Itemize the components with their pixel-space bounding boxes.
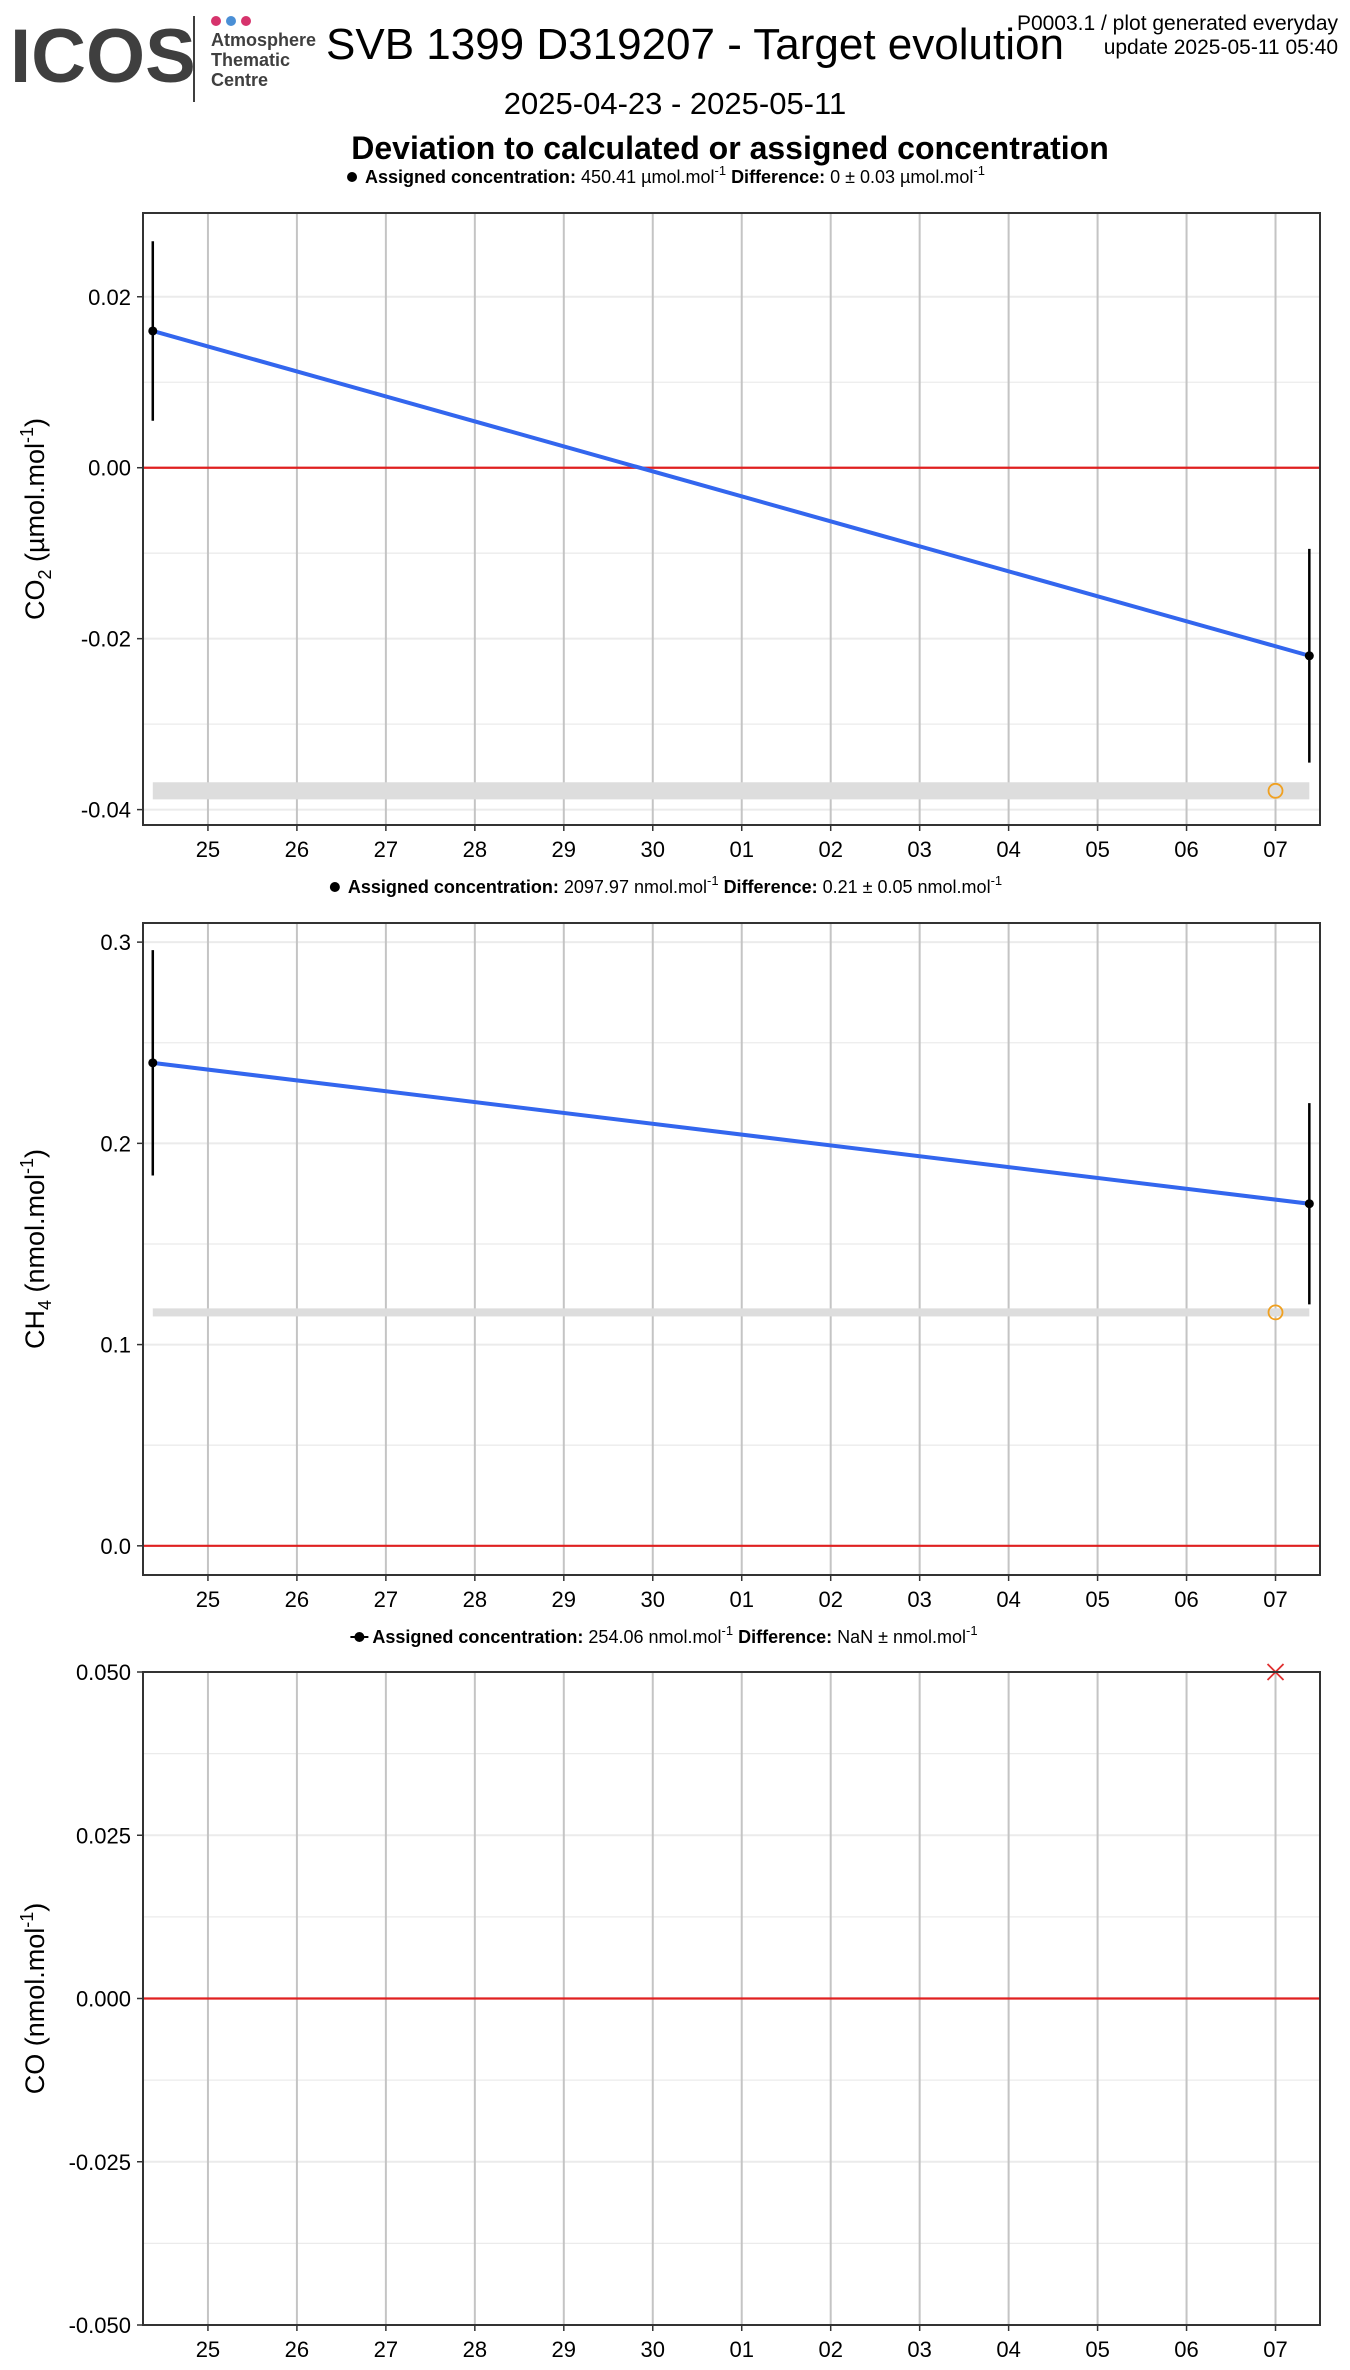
y-tick-label: 0.2	[100, 1131, 131, 1156]
icos-brand-text: ICOS	[10, 14, 196, 99]
reference-marker	[1267, 782, 1284, 799]
x-tick-label: 06	[1174, 1587, 1198, 1612]
legend-co: Assigned concentration: 254.06 nmol.mol-…	[372, 1623, 977, 1647]
uncertainty-band	[152, 1308, 1310, 1317]
x-tick-label: 28	[463, 2337, 487, 2362]
x-tick-label: 29	[552, 1587, 576, 1612]
legend-key-point	[329, 882, 340, 892]
x-tick-label: 26	[285, 2337, 309, 2362]
data-point	[148, 326, 158, 336]
reference-marker	[1267, 1304, 1284, 1321]
y-tick-label: 0.1	[100, 1333, 131, 1358]
y-axis-title: CO (nmol.mol-1)	[17, 1903, 50, 2095]
x-tick-label: 05	[1085, 1587, 1109, 1612]
legend-ch4: Assigned concentration: 2097.97 nmol.mol…	[348, 873, 1002, 897]
data-point	[1304, 1199, 1314, 1209]
y-tick-label: 0.02	[88, 285, 131, 310]
panel-border	[142, 212, 1321, 826]
x-tick-label: 04	[996, 837, 1020, 862]
x-tick-label: 07	[1263, 1587, 1287, 1612]
panel-border	[142, 1671, 1321, 2326]
icos-logo: ICOS Atmosphere Thematic Centre	[10, 14, 316, 102]
x-tick-label: 07	[1263, 837, 1287, 862]
atc-line-1: Atmosphere	[211, 30, 316, 50]
y-tick-label: -0.04	[81, 798, 131, 823]
atc-line-3: Centre	[211, 70, 268, 90]
uncertainty-band	[152, 782, 1310, 800]
x-tick-label: 02	[818, 2337, 842, 2362]
y-tick-label: 0.000	[76, 1987, 131, 2012]
x-tick-label: 01	[729, 2337, 753, 2362]
legend-co2: Assigned concentration: 450.41 µmol.mol-…	[365, 163, 985, 187]
x-tick-label: 27	[374, 1587, 398, 1612]
date-range: 2025-04-23 - 2025-05-11	[503, 86, 847, 121]
logo-dot-2	[226, 16, 236, 26]
x-tick-label: 28	[463, 837, 487, 862]
atc-line-2: Thematic	[211, 50, 290, 70]
page-title: SVB 1399 D319207 - Target evolution	[326, 20, 1064, 69]
x-tick-label: 06	[1174, 837, 1198, 862]
y-tick-label: 0.0	[100, 1534, 131, 1559]
x-tick-label: 27	[374, 837, 398, 862]
y-tick-label: -0.02	[81, 627, 131, 652]
product-line: P0003.1 / plot generated everyday	[1016, 12, 1338, 35]
x-tick-label: 26	[285, 837, 309, 862]
x-tick-label: 02	[818, 837, 842, 862]
x-tick-label: 30	[641, 1587, 665, 1612]
chart-panel-co2: 25 26 27 28 29 30 01 02 03 04 05 06 07 -0.04 -0.02 0.00…	[17, 163, 1321, 862]
x-tick-label: 03	[907, 837, 931, 862]
panel-border	[142, 922, 1321, 1576]
trend-line	[152, 1060, 1310, 1206]
x-tick-label: 29	[552, 2337, 576, 2362]
x-tick-label: 01	[729, 837, 753, 862]
x-tick-label: 28	[463, 1587, 487, 1612]
x-tick-label: 27	[374, 2337, 398, 2362]
y-tick-label: -0.025	[69, 2150, 131, 2175]
x-tick-label: 25	[196, 837, 220, 862]
update-timestamp: update 2025-05-11 05:40	[1103, 36, 1338, 59]
x-tick-label: 05	[1085, 837, 1109, 862]
logo-dot-3	[241, 16, 251, 26]
x-tick-label: 02	[818, 1587, 842, 1612]
logo-dot-1	[211, 16, 221, 26]
x-tick-label: 03	[907, 1587, 931, 1612]
legend-key-point	[347, 172, 358, 182]
x-tick-label: 03	[907, 2337, 931, 2362]
x-tick-label: 30	[641, 837, 665, 862]
x-tick-label: 05	[1085, 2337, 1109, 2362]
x-tick-label: 26	[285, 1587, 309, 1612]
y-tick-label: 0.00	[88, 456, 131, 481]
x-tick-label: 04	[996, 2337, 1020, 2362]
legend-key-point	[354, 1632, 365, 1642]
y-tick-label: -0.050	[69, 2313, 131, 2338]
y-tick-label: 0.025	[76, 1823, 131, 1848]
x-tick-label: 29	[552, 837, 576, 862]
x-tick-label: 01	[729, 1587, 753, 1612]
x-tick-label: 06	[1174, 2337, 1198, 2362]
trend-line	[152, 329, 1310, 658]
y-tick-label: 0.050	[76, 1660, 131, 1685]
x-tick-label: 25	[196, 2337, 220, 2362]
chart-panel-co: 25 26 27 28 29 30 01 02 03 04 05 06 07 -0.050 -0.025 0.…	[17, 1623, 1321, 2362]
data-point	[1304, 651, 1314, 661]
x-tick-label: 30	[641, 2337, 665, 2362]
y-axis-title: CH4 (nmol.mol-1)	[17, 1149, 55, 1349]
chart-panel-ch4: 25 26 27 28 29 30 01 02 03 04 05 06 07 0.0 0.1 0.2 0.3 CH…	[17, 873, 1321, 1612]
x-tick-label: 04	[996, 1587, 1020, 1612]
data-point	[148, 1058, 158, 1068]
x-tick-label: 25	[196, 1587, 220, 1612]
plot-subtitle: Deviation to calculated or assigned conc…	[351, 130, 1109, 166]
y-tick-label: 0.3	[100, 930, 131, 955]
y-axis-title: CO2 (µmol.mol-1)	[17, 418, 55, 620]
x-tick-label: 07	[1263, 2337, 1287, 2362]
